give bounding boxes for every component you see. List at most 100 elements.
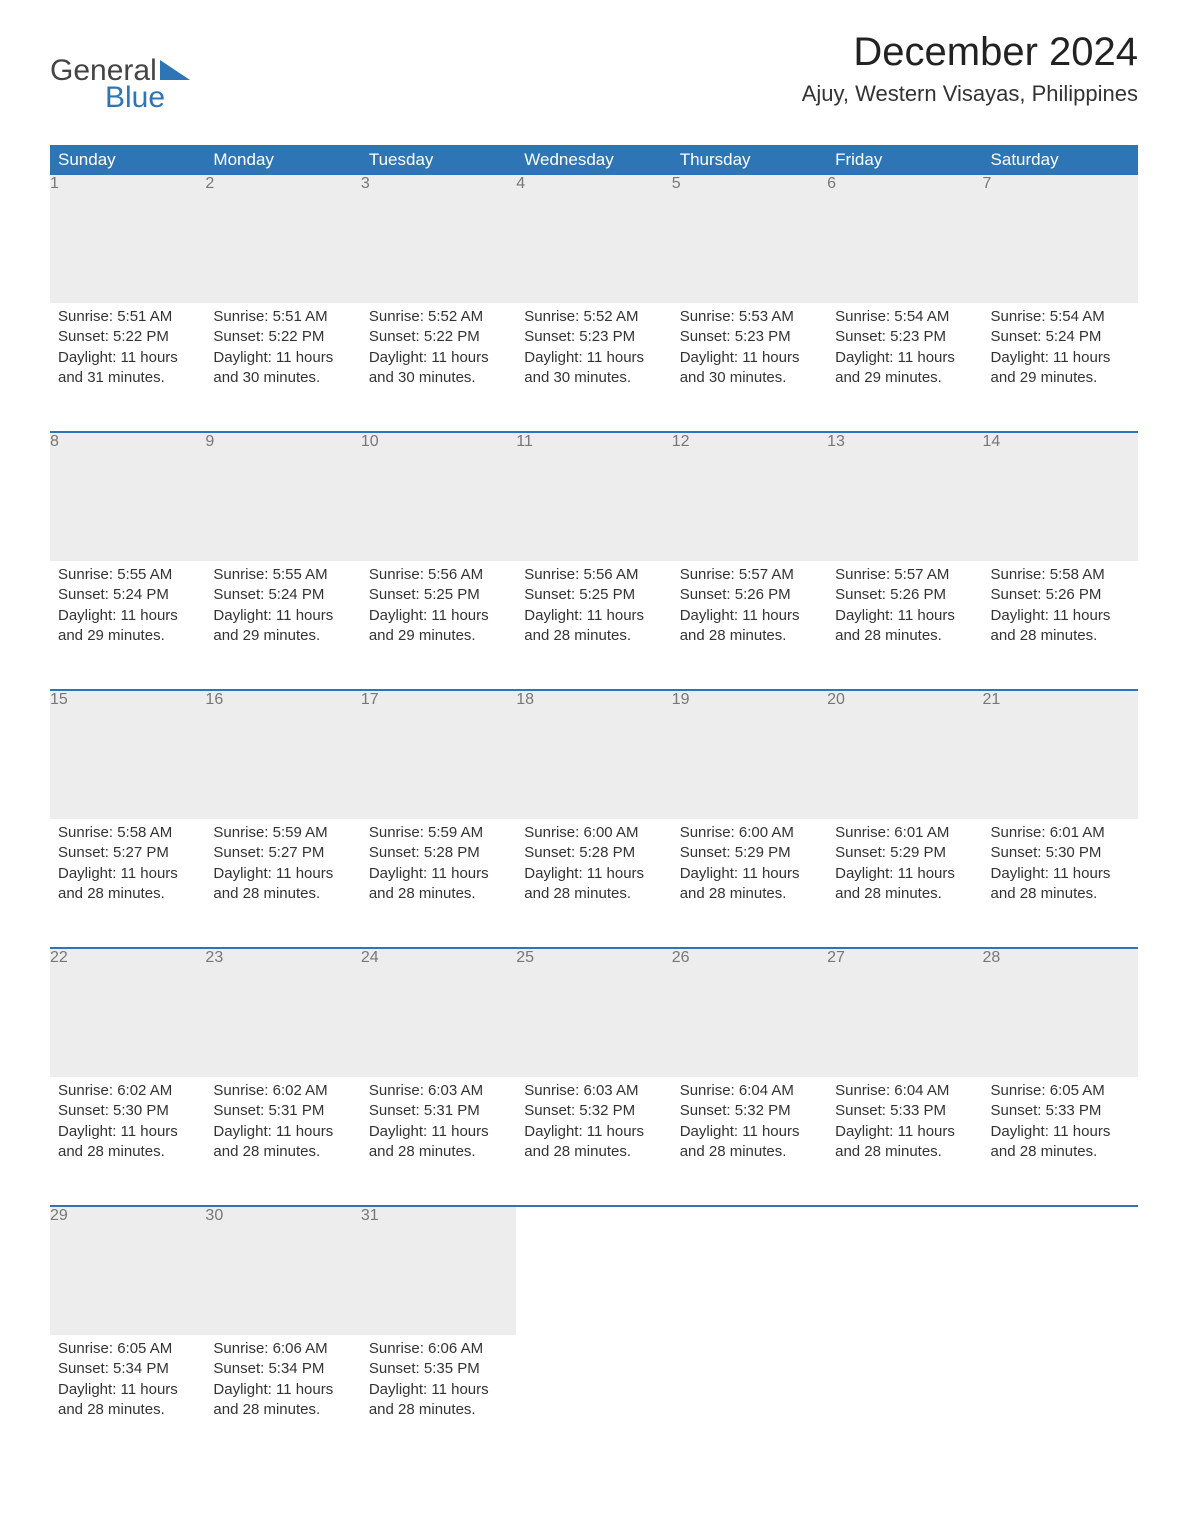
day-number [672, 1207, 827, 1335]
title-block: December 2024 Ajuy, Western Visayas, Phi… [802, 30, 1138, 107]
day-details: Sunrise: 5:58 AMSunset: 5:27 PMDaylight:… [50, 819, 205, 918]
day-detail-line: Sunset: 5:22 PM [369, 327, 508, 347]
day-number: 11 [516, 433, 671, 561]
day-cell: Sunrise: 5:57 AMSunset: 5:26 PMDaylight:… [672, 561, 827, 690]
day-number: 8 [50, 433, 205, 561]
day-number: 29 [50, 1207, 205, 1335]
day-cell: Sunrise: 5:52 AMSunset: 5:23 PMDaylight:… [516, 303, 671, 432]
day-cell: Sunrise: 6:06 AMSunset: 5:35 PMDaylight:… [361, 1335, 516, 1463]
day-cell: Sunrise: 5:56 AMSunset: 5:25 PMDaylight:… [361, 561, 516, 690]
day-number: 21 [983, 691, 1138, 819]
day-details: Sunrise: 6:00 AMSunset: 5:28 PMDaylight:… [516, 819, 671, 918]
day-details: Sunrise: 5:59 AMSunset: 5:28 PMDaylight:… [361, 819, 516, 918]
day-number [983, 1207, 1138, 1335]
day-details: Sunrise: 6:06 AMSunset: 5:34 PMDaylight:… [205, 1335, 360, 1434]
day-detail-line: and 28 minutes. [58, 884, 197, 904]
day-detail-line: Sunrise: 5:57 AM [680, 565, 819, 585]
day-details: Sunrise: 5:55 AMSunset: 5:24 PMDaylight:… [50, 561, 205, 660]
day-details: Sunrise: 5:57 AMSunset: 5:26 PMDaylight:… [827, 561, 982, 660]
day-number: 15 [50, 691, 205, 819]
day-detail-line: and 29 minutes. [213, 626, 352, 646]
day-cell: Sunrise: 5:59 AMSunset: 5:27 PMDaylight:… [205, 819, 360, 948]
day-detail-line: Sunset: 5:24 PM [213, 585, 352, 605]
day-detail-line: Sunrise: 6:02 AM [213, 1081, 352, 1101]
logo-text-blue: Blue [105, 81, 165, 114]
empty-cell [983, 1335, 1138, 1463]
weekday-header-row: Sunday Monday Tuesday Wednesday Thursday… [50, 145, 1138, 175]
day-detail-line: Daylight: 11 hours [369, 606, 508, 626]
day-detail-line: Daylight: 11 hours [524, 348, 663, 368]
day-cell: Sunrise: 5:53 AMSunset: 5:23 PMDaylight:… [672, 303, 827, 432]
day-cell: Sunrise: 6:03 AMSunset: 5:31 PMDaylight:… [361, 1077, 516, 1206]
day-cell: Sunrise: 5:54 AMSunset: 5:23 PMDaylight:… [827, 303, 982, 432]
day-details: Sunrise: 6:03 AMSunset: 5:32 PMDaylight:… [516, 1077, 671, 1176]
day-detail-line: Daylight: 11 hours [213, 864, 352, 884]
day-detail-line: Sunrise: 6:05 AM [991, 1081, 1130, 1101]
day-details: Sunrise: 6:04 AMSunset: 5:33 PMDaylight:… [827, 1077, 982, 1176]
day-detail-line: Daylight: 11 hours [369, 1122, 508, 1142]
day-detail-line: Sunrise: 5:55 AM [58, 565, 197, 585]
day-detail-line: and 28 minutes. [213, 1142, 352, 1162]
day-number-row: 15161718192021 [50, 691, 1138, 819]
day-detail-line: Sunset: 5:35 PM [369, 1359, 508, 1379]
day-detail-line: Daylight: 11 hours [835, 1122, 974, 1142]
day-detail-line: and 28 minutes. [991, 626, 1130, 646]
day-detail-line: Sunset: 5:29 PM [835, 843, 974, 863]
day-detail-line: and 30 minutes. [524, 368, 663, 388]
day-detail-line: Sunrise: 6:01 AM [991, 823, 1130, 843]
day-details: Sunrise: 6:06 AMSunset: 5:35 PMDaylight:… [361, 1335, 516, 1434]
day-number: 24 [361, 949, 516, 1077]
day-number: 1 [50, 175, 205, 303]
day-detail-line: Daylight: 11 hours [680, 606, 819, 626]
day-detail-line: Sunrise: 5:56 AM [369, 565, 508, 585]
day-number-row: 891011121314 [50, 433, 1138, 561]
day-detail-line: Sunset: 5:28 PM [524, 843, 663, 863]
day-detail-line: Sunrise: 6:01 AM [835, 823, 974, 843]
day-detail-line: and 28 minutes. [991, 1142, 1130, 1162]
weekday-header: Wednesday [516, 145, 671, 175]
day-number: 20 [827, 691, 982, 819]
day-details: Sunrise: 5:56 AMSunset: 5:25 PMDaylight:… [516, 561, 671, 660]
day-details: Sunrise: 5:54 AMSunset: 5:24 PMDaylight:… [983, 303, 1138, 402]
day-detail-line: Sunrise: 5:57 AM [835, 565, 974, 585]
day-detail-line: Sunset: 5:26 PM [680, 585, 819, 605]
day-details: Sunrise: 6:02 AMSunset: 5:30 PMDaylight:… [50, 1077, 205, 1176]
weekday-header: Saturday [983, 145, 1138, 175]
day-cell: Sunrise: 6:01 AMSunset: 5:29 PMDaylight:… [827, 819, 982, 948]
day-detail-line: and 29 minutes. [991, 368, 1130, 388]
day-detail-line: Sunset: 5:24 PM [58, 585, 197, 605]
day-detail-line: Sunrise: 6:06 AM [213, 1339, 352, 1359]
day-detail-line: Sunset: 5:31 PM [213, 1101, 352, 1121]
day-details: Sunrise: 5:52 AMSunset: 5:23 PMDaylight:… [516, 303, 671, 402]
calendar-page: General Blue December 2024 Ajuy, Western… [0, 0, 1188, 1513]
day-details: Sunrise: 5:54 AMSunset: 5:23 PMDaylight:… [827, 303, 982, 402]
day-details: Sunrise: 6:01 AMSunset: 5:30 PMDaylight:… [983, 819, 1138, 918]
day-number-row: 293031 [50, 1207, 1138, 1335]
day-detail-line: Daylight: 11 hours [369, 864, 508, 884]
day-detail-line: Sunset: 5:23 PM [835, 327, 974, 347]
day-detail-line: and 29 minutes. [369, 626, 508, 646]
day-cell: Sunrise: 6:05 AMSunset: 5:33 PMDaylight:… [983, 1077, 1138, 1206]
day-number: 14 [983, 433, 1138, 561]
day-details: Sunrise: 5:59 AMSunset: 5:27 PMDaylight:… [205, 819, 360, 918]
day-detail-line: Daylight: 11 hours [680, 1122, 819, 1142]
day-details: Sunrise: 5:55 AMSunset: 5:24 PMDaylight:… [205, 561, 360, 660]
logo: General Blue [50, 30, 210, 127]
day-detail-line: Sunrise: 5:53 AM [680, 307, 819, 327]
day-detail-line: Daylight: 11 hours [58, 348, 197, 368]
day-detail-line: Daylight: 11 hours [991, 864, 1130, 884]
day-detail-line: and 31 minutes. [58, 368, 197, 388]
day-details: Sunrise: 6:02 AMSunset: 5:31 PMDaylight:… [205, 1077, 360, 1176]
day-number: 6 [827, 175, 982, 303]
day-detail-line: Sunset: 5:25 PM [369, 585, 508, 605]
day-detail-line: Daylight: 11 hours [213, 1380, 352, 1400]
day-detail-line: and 28 minutes. [58, 1400, 197, 1420]
weekday-header: Sunday [50, 145, 205, 175]
day-detail-line: Daylight: 11 hours [524, 606, 663, 626]
day-cell: Sunrise: 5:55 AMSunset: 5:24 PMDaylight:… [50, 561, 205, 690]
day-detail-line: Daylight: 11 hours [369, 1380, 508, 1400]
day-detail-line: and 28 minutes. [213, 1400, 352, 1420]
day-detail-line: Sunset: 5:31 PM [369, 1101, 508, 1121]
day-number: 22 [50, 949, 205, 1077]
day-number: 26 [672, 949, 827, 1077]
